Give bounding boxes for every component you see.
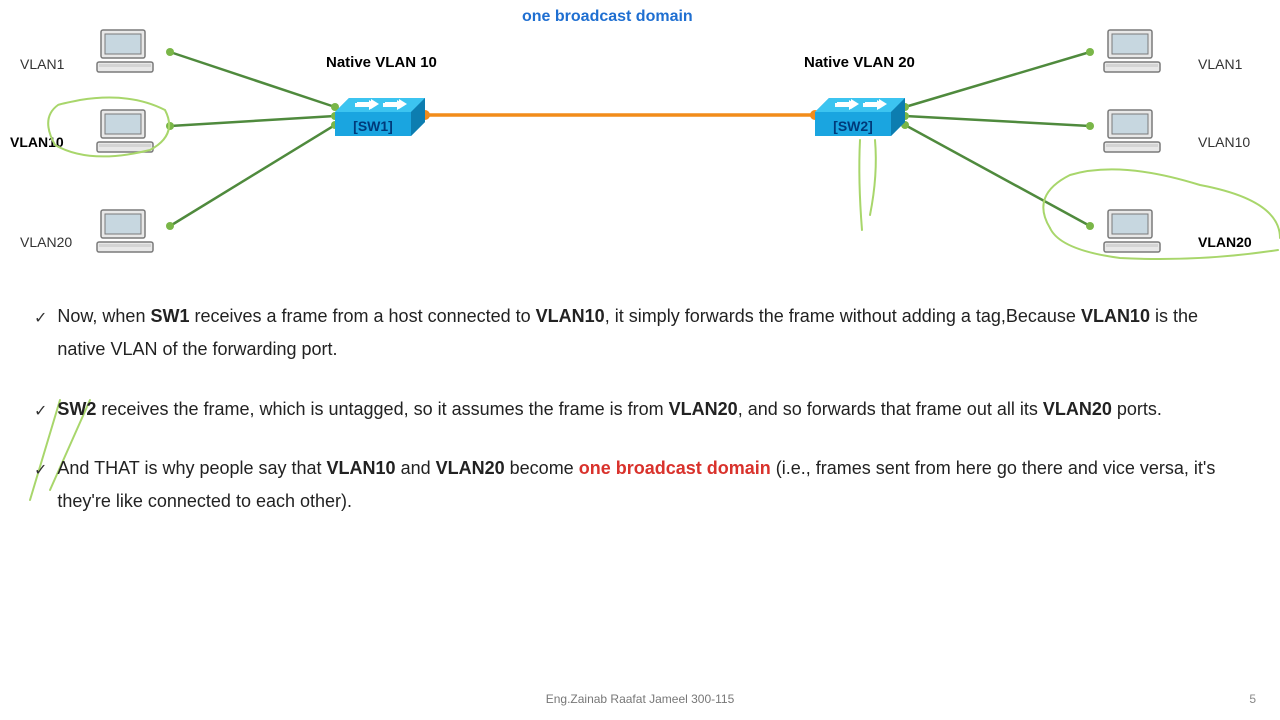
bullet-list: ✓ Now, when SW1 receives a frame from a … [34,300,1234,545]
pc-right-vlan20 [1102,208,1162,256]
pc-left-vlan20 [95,208,155,256]
page-number: 5 [1249,692,1256,706]
pc-left-vlan10 [95,108,155,156]
bullet-1-text: Now, when SW1 receives a frame from a ho… [57,300,1234,367]
switch-sw1: [SW1] [335,98,425,134]
bullet-item-1: ✓ Now, when SW1 receives a frame from a … [34,300,1234,367]
native-vlan-left-label: Native VLAN 10 [326,54,437,71]
link-lines-svg [0,0,1280,280]
switch-sw2: [SW2] [815,98,905,134]
pc-left-vlan20-label: VLAN20 [20,234,72,250]
footer-author: Eng.Zainab Raafat Jameel 300-115 [546,692,735,706]
pc-left-vlan10-label: VLAN10 [10,134,64,150]
svg-text:[SW1]: [SW1] [353,118,393,134]
bullet-3-text: And THAT is why people say that VLAN10 a… [57,452,1234,519]
diagram-title: one broadcast domain [522,8,693,26]
checkmark-icon: ✓ [34,304,47,334]
bullet-item-3: ✓ And THAT is why people say that VLAN10… [34,452,1234,519]
pc-left-vlan1 [95,28,155,76]
highlighter-annotations [0,0,1280,280]
bullet-item-2: ✓ SW2 receives the frame, which is untag… [34,393,1234,427]
checkmark-icon: ✓ [34,397,47,427]
pc-right-vlan10-label: VLAN10 [1198,134,1250,150]
network-diagram: one broadcast domain Native VLAN 10 Nati… [0,0,1280,280]
pc-right-vlan1 [1102,28,1162,76]
pc-right-vlan20-label: VLAN20 [1198,234,1252,250]
pc-left-vlan1-label: VLAN1 [20,56,64,72]
pc-right-vlan10 [1102,108,1162,156]
svg-text:[SW2]: [SW2] [833,118,873,134]
checkmark-icon: ✓ [34,456,47,486]
bullet-2-text: SW2 receives the frame, which is untagge… [57,393,1162,426]
native-vlan-right-label: Native VLAN 20 [804,54,915,71]
pc-right-vlan1-label: VLAN1 [1198,56,1242,72]
